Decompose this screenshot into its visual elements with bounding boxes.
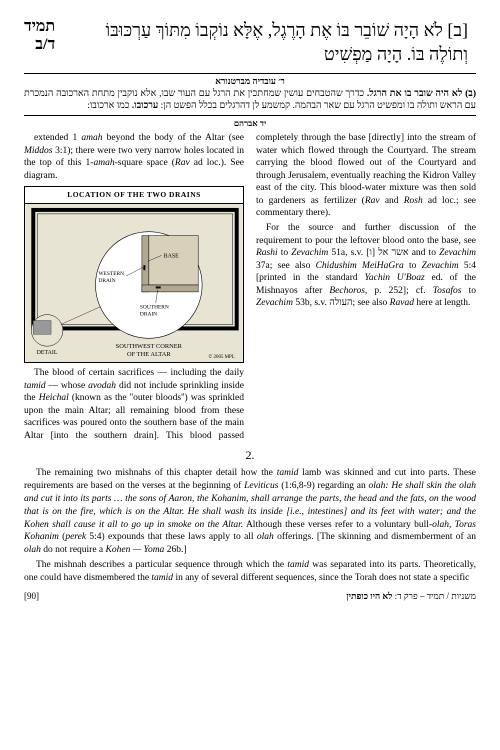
yad-avraham-title: יד אברהם — [24, 118, 476, 128]
footer-breadcrumb: משניות / תמיד – פרק ד: לא היו כופתין — [346, 591, 476, 601]
svg-text:DRAIN: DRAIN — [98, 278, 115, 284]
diagram: LOCATION OF THE TWO DRAINS DETAIL BASE W… — [24, 186, 244, 363]
svg-text:DETAIL: DETAIL — [37, 350, 58, 356]
svg-text:WESTERN: WESTERN — [98, 271, 124, 277]
svg-text:BASE: BASE — [164, 254, 179, 260]
mishnah-header: תמיד ד/ב [ב] לֹא הָיָה שׁוֹבֵר בּוֹ אֶת … — [24, 18, 476, 67]
divider — [24, 73, 476, 74]
essay-para: The mishnah describes a particular seque… — [24, 559, 476, 585]
svg-text:OF THE ALTAR: OF THE ALTAR — [127, 351, 171, 358]
essay-para: The remaining two mishnahs of this chapt… — [24, 467, 476, 557]
bartenura-lemma: (ב) לא היה שובר בו את הרגל. — [367, 89, 476, 99]
svg-text:SOUTHWEST CORNER: SOUTHWEST CORNER — [116, 343, 183, 350]
diagram-title: LOCATION OF THE TWO DRAINS — [25, 187, 243, 204]
bartenura-title: ר׳ עובדיה מברטנורא — [24, 76, 476, 86]
section-number: 2. — [24, 448, 476, 463]
svg-text:DRAIN: DRAIN — [140, 312, 157, 318]
diagram-svg: DETAIL BASE WESTERN DRAIN SOUTHERN DRAIN… — [25, 204, 243, 362]
commentary-para: extended 1 amah beyond the body of the A… — [24, 132, 244, 182]
page-number: [90] — [24, 591, 39, 601]
chapter-mishnah-num: ד/ב — [24, 36, 55, 54]
divider — [24, 115, 476, 116]
commentary-columns: extended 1 amah beyond the body of the A… — [24, 132, 476, 444]
section-2-essay: The remaining two mishnahs of this chapt… — [24, 467, 476, 584]
page-footer: [90] משניות / תמיד – פרק ד: לא היו כופתי… — [24, 591, 476, 601]
commentary-para: For the source and further discussion of… — [256, 222, 476, 310]
bartenura-commentary: (ב) לא היה שובר בו את הרגל. כדרך שהטבחים… — [24, 88, 476, 113]
svg-text:© 2005 MPL: © 2005 MPL — [209, 354, 235, 360]
tractate-name: תמיד — [24, 18, 55, 36]
mishnah-text: [ב] לֹא הָיָה שׁוֹבֵר בּוֹ אֶת הָרֶגֶל, … — [55, 18, 476, 67]
svg-text:SOUTHERN: SOUTHERN — [140, 305, 169, 311]
